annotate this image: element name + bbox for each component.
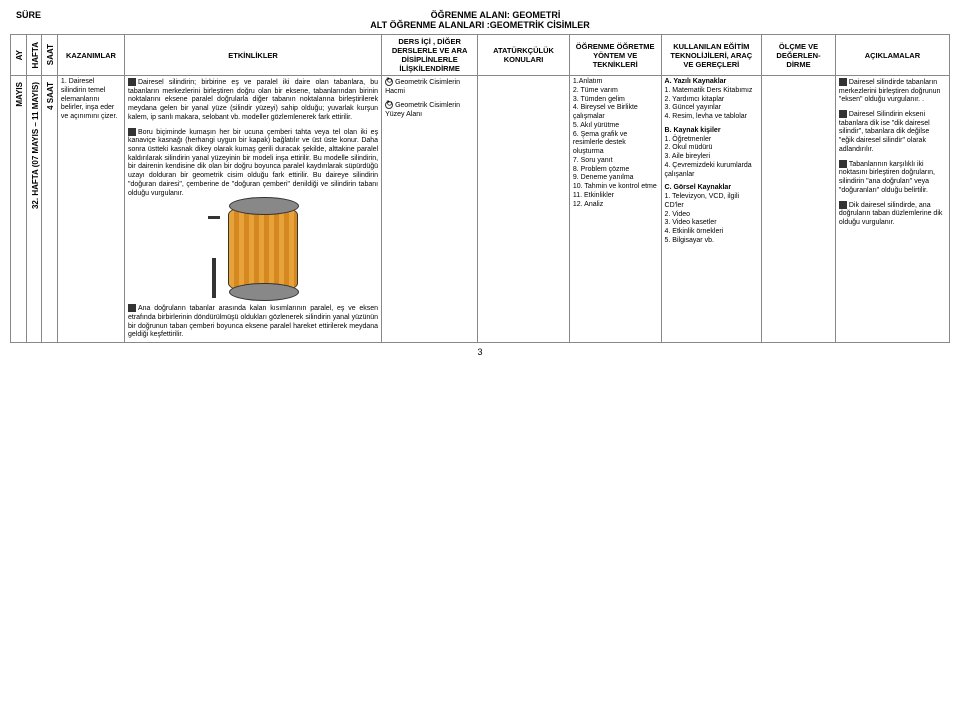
list-item: 2. Yardımcı kitaplar <box>665 96 759 105</box>
list-item: 9. Deneme yanılma <box>573 174 658 183</box>
list-item: 2. Tüme varım <box>573 87 658 96</box>
arac-a-head: A. Yazılı Kaynaklar <box>665 78 759 87</box>
cell-kazanim: 1. Dairesel silindirin temel elemanların… <box>57 76 124 343</box>
list-item: 4. Bireysel ve Birlikte çalışmalar <box>573 104 658 122</box>
col-yontem: ÖĞRENME ÖĞRETME YÖNTEM VE TEKNİKLERİ <box>569 35 661 76</box>
cell-ay: MAYIS <box>11 76 27 343</box>
dersici-1: Geometrik Cisimlerin Hacmi <box>385 79 460 95</box>
header-row: SÜRE ÖĞRENME ALANI: GEOMETRİ ALT ÖĞRENME… <box>10 10 950 30</box>
acik-1: Dairesel silindirde tabanların merkezler… <box>839 79 941 104</box>
cylinder-figure <box>128 204 378 298</box>
list-item: 8. Problem çözme <box>573 166 658 175</box>
sure-label: SÜRE <box>10 10 41 20</box>
note-icon <box>128 78 136 86</box>
arac-b-head: B. Kaynak kişiler <box>665 127 759 136</box>
table-row: MAYIS 32. HAFTA (07 MAYIS – 11 MAYIS) 4 … <box>11 76 950 343</box>
list-item: 3. Video kasetler <box>665 219 759 228</box>
note-icon <box>128 128 136 136</box>
list-item: 4. Resim, levha ve tablolar <box>665 113 759 122</box>
info-icon <box>839 160 847 168</box>
note-icon <box>128 304 136 312</box>
list-item: 4. Çevremizdeki kurumlarda çalışanlar <box>665 162 759 180</box>
info-icon <box>839 78 847 86</box>
learning-area-title: ÖĞRENME ALANI: GEOMETRİ <box>10 10 950 20</box>
cell-hafta: 32. HAFTA (07 MAYIS – 11 MAYIS) <box>26 76 42 343</box>
cell-aciklama: Dairesel silindirde tabanların merkezler… <box>835 76 949 343</box>
col-etkinlikler: ETKİNLİKLER <box>124 35 381 76</box>
cell-yontem: 1.Anlatım2. Tüme varım3. Tümden gelim4. … <box>569 76 661 343</box>
col-kazanimlar: KAZANIMLAR <box>57 35 124 76</box>
info-icon <box>839 201 847 209</box>
list-item: 1. Matematik Ders Kitabımız <box>665 87 759 96</box>
col-olcme: ÖLÇME VE DEĞERLEN-DİRME <box>762 35 836 76</box>
etk-p2: Boru biçiminde kumaşın her bir ucuna çem… <box>128 128 378 196</box>
list-item: 3. Aile bireyleri <box>665 153 759 162</box>
list-item: 10. Tahmin ve kontrol etme <box>573 183 658 192</box>
col-ay: AY <box>11 35 27 76</box>
acik-2: Dairesel Silindirin ekseni tabanlara dik… <box>839 111 930 153</box>
acik-3: Tabanlarının karşılıklı iki noktasını bi… <box>839 161 935 194</box>
cell-olcme <box>762 76 836 343</box>
list-item: 5. Bilgisayar vb. <box>665 237 759 246</box>
cell-ataturk <box>478 76 570 343</box>
list-item: 1. Öğretmenler <box>665 136 759 145</box>
list-item: 12. Analiz <box>573 201 658 210</box>
list-item: 4. Etkinlik örnekleri <box>665 228 759 237</box>
col-arac: KULLANILAN EĞİTİM TEKNOLİJİLERİ, ARAÇ VE… <box>661 35 762 76</box>
col-saat: SAAT <box>42 35 58 76</box>
cell-etkinlikler: Dairesel silindirin; birbirine eş ve par… <box>124 76 381 343</box>
cell-saat: 4 SAAT <box>42 76 58 343</box>
list-item: 2. Video <box>665 211 759 220</box>
page-number: 3 <box>10 347 950 357</box>
list-item: 7. Soru yanıt <box>573 157 658 166</box>
link-icon <box>385 101 393 109</box>
list-item: 5. Akıl yürütme <box>573 122 658 131</box>
list-item: 6. Şema grafik ve resimlerle destek oluş… <box>573 131 658 157</box>
list-item: 3. Tümden gelim <box>573 96 658 105</box>
list-item: 11. Etkinlikler <box>573 192 658 201</box>
etk-p3: Ana doğruların tabanlar arasında kalan k… <box>128 305 378 338</box>
sub-learning-area-title: ALT ÖĞRENME ALANLARI :GEOMETRİK CİSİMLER <box>10 20 950 30</box>
list-item: 3. Güncel yayınlar <box>665 104 759 113</box>
col-aciklama: AÇIKLAMALAR <box>835 35 949 76</box>
dersici-2: Geometrik Cisimlerin Yüzey Alanı <box>385 102 460 118</box>
acik-4: Dik dairesel silindirde, ana doğruların … <box>839 201 943 226</box>
list-item: 1. Televizyon, VCD, ilgili CD'ler <box>665 193 759 211</box>
cell-arac: A. Yazılı Kaynaklar 1. Matematik Ders Ki… <box>661 76 762 343</box>
arac-c-head: C. Görsel Kaynaklar <box>665 184 759 193</box>
plan-table: AY HAFTA SAAT KAZANIMLAR ETKİNLİKLER DER… <box>10 34 950 343</box>
list-item: 1.Anlatım <box>573 78 658 87</box>
col-ataturk: ATATÜRKÇÜLÜK KONULARI <box>478 35 570 76</box>
col-hafta: HAFTA <box>26 35 42 76</box>
info-icon <box>839 110 847 118</box>
etk-p1: Dairesel silindirin; birbirine eş ve par… <box>128 79 378 121</box>
list-item: 2. Okul müdürü <box>665 144 759 153</box>
col-dersici: DERS İÇİ , DİĞER DERSLERLE VE ARA DİSİPL… <box>382 35 478 76</box>
link-icon <box>385 78 393 86</box>
table-header-row: AY HAFTA SAAT KAZANIMLAR ETKİNLİKLER DER… <box>11 35 950 76</box>
cell-dersici: Geometrik Cisimlerin Hacmi Geometrik Cis… <box>382 76 478 343</box>
